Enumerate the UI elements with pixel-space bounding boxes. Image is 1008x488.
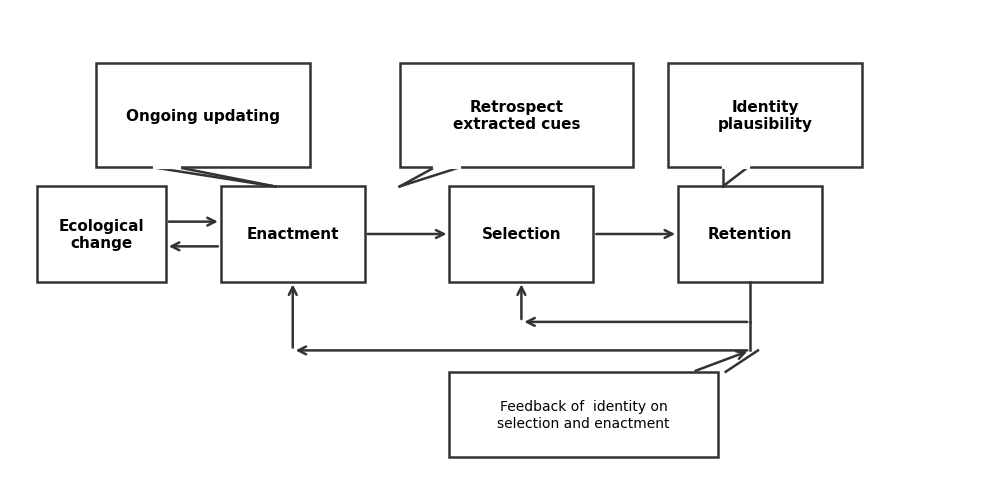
- Polygon shape: [399, 168, 460, 187]
- Text: Ecological
change: Ecological change: [58, 218, 144, 251]
- FancyBboxPatch shape: [450, 187, 594, 282]
- FancyBboxPatch shape: [668, 64, 862, 168]
- FancyBboxPatch shape: [36, 187, 166, 282]
- Polygon shape: [154, 168, 275, 187]
- FancyBboxPatch shape: [399, 64, 633, 168]
- Text: Retrospect
extracted cues: Retrospect extracted cues: [453, 100, 581, 132]
- FancyBboxPatch shape: [97, 64, 310, 168]
- Polygon shape: [723, 168, 748, 187]
- Text: Selection: Selection: [482, 227, 561, 242]
- Text: Ongoing updating: Ongoing updating: [126, 108, 280, 123]
- FancyBboxPatch shape: [221, 187, 365, 282]
- Text: Feedback of  identity on
selection and enactment: Feedback of identity on selection and en…: [497, 400, 669, 430]
- Text: Identity
plausibility: Identity plausibility: [718, 100, 812, 132]
- FancyBboxPatch shape: [450, 372, 718, 457]
- FancyBboxPatch shape: [678, 187, 823, 282]
- Text: Retention: Retention: [708, 227, 792, 242]
- Text: Enactment: Enactment: [247, 227, 339, 242]
